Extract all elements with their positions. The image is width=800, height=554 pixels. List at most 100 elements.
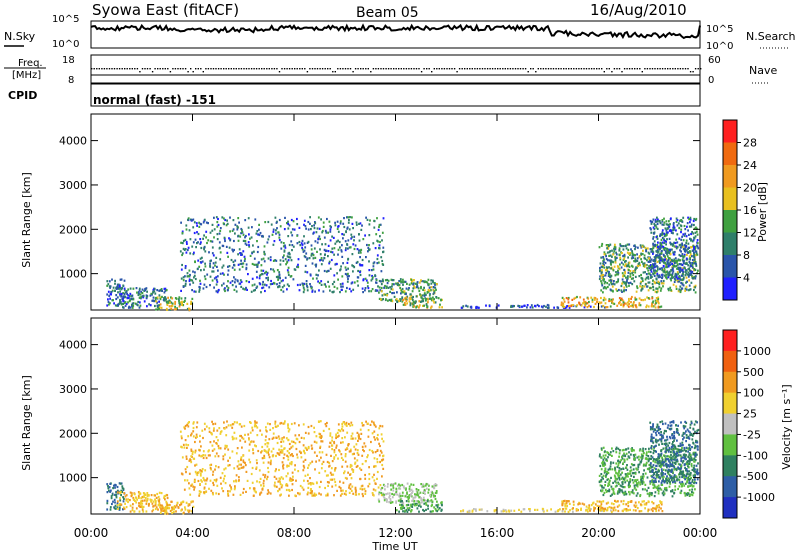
freq-point <box>405 68 408 70</box>
scatter-cell <box>673 228 675 231</box>
scatter-cell <box>378 225 380 228</box>
scatter-cell <box>224 289 226 293</box>
scatter-cell <box>623 274 626 277</box>
scatter-cell <box>629 472 631 475</box>
scatter-cell <box>650 258 653 261</box>
scatter-cell <box>351 468 354 471</box>
scatter-cell <box>214 455 217 458</box>
scatter-cell <box>603 296 606 299</box>
scatter-cell <box>252 289 255 292</box>
scatter-cell <box>478 508 481 511</box>
scatter-cell <box>359 251 362 254</box>
scatter-cell <box>262 479 265 482</box>
scatter-cell <box>339 246 341 249</box>
scatter-cell <box>351 222 354 225</box>
scatter-cell <box>296 283 299 287</box>
scatter-cell <box>219 272 222 275</box>
scatter-cell <box>327 474 329 477</box>
y-tick-label: 2000 <box>59 223 87 236</box>
scatter-cell <box>325 425 328 428</box>
scatter-cell <box>240 232 242 235</box>
scatter-cell <box>395 489 398 492</box>
scatter-cell <box>692 249 694 252</box>
scatter-cell <box>660 280 663 283</box>
scatter-cell <box>600 280 602 283</box>
scatter-cell <box>187 509 189 512</box>
scatter-cell <box>422 508 424 512</box>
scatter-cell <box>379 460 381 464</box>
scatter-cell <box>392 279 395 282</box>
scatter-cell <box>211 491 214 495</box>
scatter-cell <box>208 427 211 430</box>
scatter-cell <box>666 277 668 280</box>
scatter-cell <box>303 479 305 482</box>
scatter-cell <box>228 464 231 467</box>
scatter-cell <box>282 256 284 259</box>
scatter-cell <box>290 231 293 234</box>
freq-point <box>327 68 329 70</box>
scatter-cell <box>281 461 284 464</box>
scatter-cell <box>649 482 652 485</box>
scatter-cell <box>655 226 658 229</box>
scatter-cell <box>268 438 271 441</box>
scatter-cell <box>259 493 261 496</box>
scatter-cell <box>625 276 627 279</box>
scatter-cell <box>406 507 409 510</box>
scatter-cell <box>659 222 662 225</box>
scatter-cell <box>175 297 178 300</box>
scatter-cell <box>426 297 429 300</box>
scatter-cell <box>420 296 423 299</box>
scatter-cell <box>403 487 406 490</box>
scatter-cell <box>689 273 692 276</box>
scatter-cell <box>163 507 165 510</box>
scatter-cell <box>282 422 285 425</box>
scatter-cell <box>615 256 618 259</box>
scatter-cell <box>317 238 320 241</box>
scatter-cell <box>122 302 125 305</box>
scatter-cell <box>465 304 467 307</box>
scatter-cell <box>400 292 402 295</box>
scatter-cell <box>320 436 322 440</box>
scatter-cell <box>329 289 331 292</box>
scatter-cell <box>287 438 290 441</box>
scatter-cell <box>118 508 121 511</box>
scatter-cell <box>300 242 303 245</box>
scatter-cell <box>672 264 674 267</box>
scatter-cell <box>269 463 272 466</box>
scatter-cell <box>659 233 662 236</box>
scatter-cell <box>655 236 658 239</box>
scatter-cell <box>319 445 322 448</box>
scatter-cell <box>638 255 641 258</box>
scatter-cell <box>641 475 643 478</box>
scatter-cell <box>690 246 692 249</box>
freq-point <box>583 68 585 70</box>
scatter-cell <box>649 264 652 267</box>
scatter-cell <box>321 243 323 246</box>
scatter-cell <box>411 491 413 494</box>
scatter-cell <box>248 438 250 441</box>
scatter-cell <box>378 223 381 227</box>
scatter-cell <box>500 510 503 513</box>
scatter-cell <box>373 226 376 229</box>
freq-trace <box>91 68 702 76</box>
scatter-cell <box>242 461 245 464</box>
scatter-cell <box>353 247 356 251</box>
scatter-cell <box>211 433 213 436</box>
scatter-cell <box>650 493 653 497</box>
scatter-cell <box>178 305 181 308</box>
scatter-cell <box>587 510 589 513</box>
scatter-cell <box>206 241 208 245</box>
scatter-cell <box>171 511 173 515</box>
scatter-cell <box>371 288 374 291</box>
scatter-cell <box>604 298 607 301</box>
scatter-cell <box>342 262 344 265</box>
scatter-cell <box>289 477 292 480</box>
scatter-cell <box>684 244 686 247</box>
scatter-cell <box>395 492 397 495</box>
scatter-cell <box>402 283 404 286</box>
scatter-cell <box>678 253 681 257</box>
scatter-cell <box>411 503 414 506</box>
scatter-cell <box>686 222 689 225</box>
scatter-cell <box>262 484 265 488</box>
scatter-cell <box>408 506 411 509</box>
